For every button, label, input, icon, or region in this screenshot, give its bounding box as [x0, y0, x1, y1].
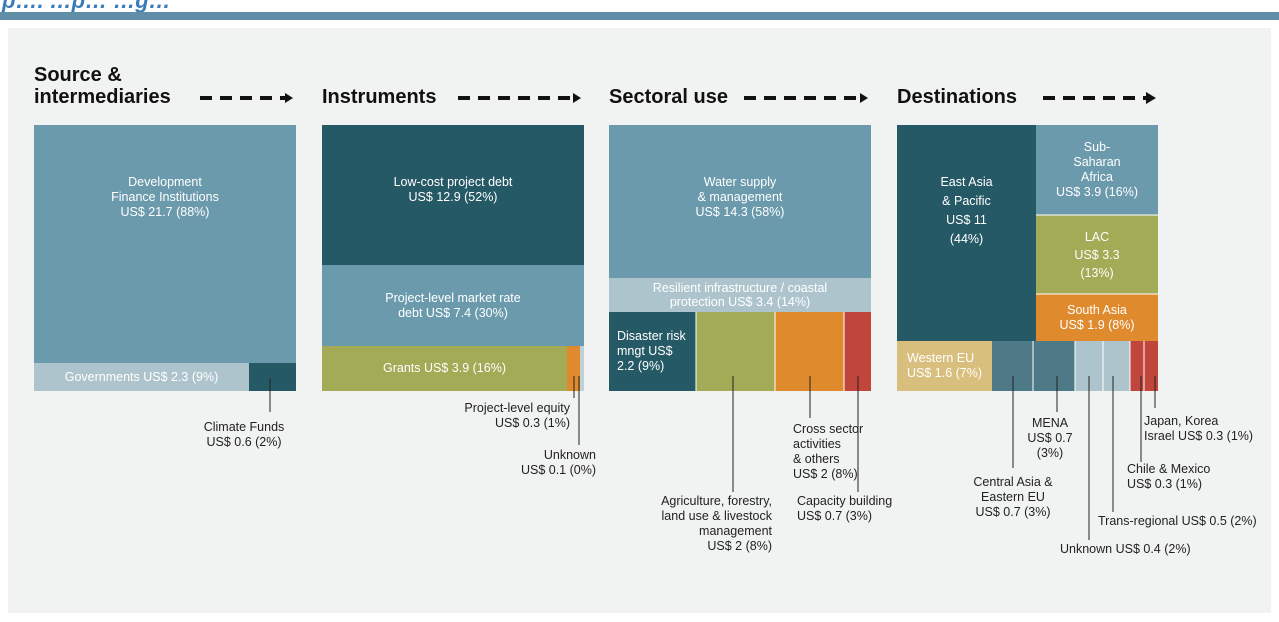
stage-header-source: Source & intermediaries — [34, 64, 171, 108]
page-title-fragment: p…. …p… …g… — [2, 0, 171, 13]
label-central-asia: Central Asia & Eastern EU US$ 0.7 (3%) — [973, 475, 1053, 519]
cell-mena — [1033, 341, 1075, 391]
stage-header-source-line2: intermediaries — [34, 86, 171, 108]
cell-east-asia-pacific: East Asia & Pacific US$ 11 (44%) — [897, 125, 1036, 341]
cell-low-cost-project-debt: Low-cost project debt US$ 12.9 (52%) — [322, 125, 584, 265]
stage-header-sectoral: Sectoral use — [609, 86, 728, 108]
cell-trans-regional — [1103, 341, 1130, 391]
label-mena: MENA US$ 0.7 (3%) — [1027, 416, 1073, 460]
label-trans-regional: Trans-regional US$ 0.5 (2%) — [1098, 514, 1257, 528]
cell-water-supply: Water supply & management US$ 14.3 (58%) — [609, 125, 871, 278]
flow-arrow-4-head — [1146, 92, 1156, 104]
cell-south-asia: South Asia US$ 1.9 (8%) — [1036, 294, 1158, 341]
header-rule — [0, 12, 1279, 20]
stage-header-destinations: Destinations — [897, 86, 1018, 108]
flow-arrow-1-head — [285, 93, 293, 103]
stage-header-source-line1: Source & — [34, 64, 122, 86]
cell-instruments-unknown — [580, 346, 584, 391]
stage-header-instruments: Instruments — [322, 86, 437, 108]
cell-project-level-equity — [567, 346, 580, 391]
label-capacity-building: Capacity building US$ 0.7 (3%) — [797, 494, 893, 523]
label-project-level-equity: Project-level equity US$ 0.3 (1%) — [464, 401, 570, 430]
cell-grants: Grants US$ 3.9 (16%) — [322, 346, 567, 391]
cell-resilient-infrastructure: Resilient infrastructure / coastal prote… — [609, 278, 871, 312]
label-cross-sector: Cross sector activities & others US$ 2 (… — [793, 422, 864, 481]
label-destinations-unknown: Unknown US$ 0.4 (2%) — [1060, 542, 1191, 556]
label-climate-funds: Climate Funds US$ 0.6 (2%) — [203, 420, 285, 449]
cell-western-eu: Western EU US$ 1.6 (7%) — [897, 341, 992, 391]
cell-development-finance-institutions: Development Finance Institutions US$ 21.… — [34, 125, 296, 363]
label-japan-korea-israel: Japan, Korea Israel US$ 0.3 (1%) — [1144, 414, 1254, 443]
flow-arrow-2-head — [573, 93, 581, 103]
label-agriculture: Agriculture, forestry, land use & livest… — [661, 494, 772, 553]
label-chile-mexico: Chile & Mexico US$ 0.3 (1%) — [1127, 462, 1211, 491]
flow-arrow-3-head — [860, 93, 868, 103]
cell-disaster-risk: Disaster risk mngt US$ 2.2 (9%) — [609, 312, 696, 391]
cell-governments: Governments US$ 2.3 (9%) — [34, 363, 249, 391]
cell-lac: LAC US$ 3.3 (13%) — [1036, 215, 1158, 294]
label-instruments-unknown: Unknown US$ 0.1 (0%) — [520, 448, 596, 477]
cell-climate-funds — [249, 363, 296, 391]
cell-sub-saharan-africa: Sub- Saharan Africa US$ 3.9 (16%) — [1036, 125, 1158, 215]
cell-agriculture — [696, 312, 775, 391]
cell-market-rate-debt: Project-level market rate debt US$ 7.4 (… — [322, 265, 584, 346]
